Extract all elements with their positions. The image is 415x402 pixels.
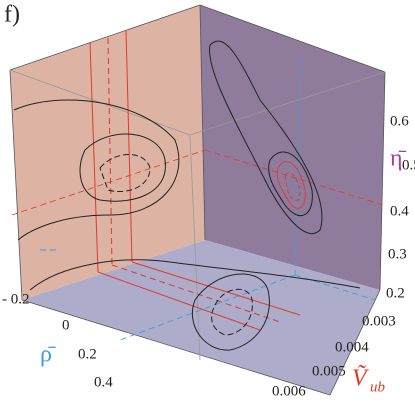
rho-tick: 0.4 xyxy=(94,374,113,390)
rho-label: ρ̄ xyxy=(40,342,56,368)
vub-label: Ṽ xyxy=(352,365,369,392)
rho-tick: - 0.2 xyxy=(2,291,30,307)
vub-tick: 0.005 xyxy=(312,363,346,379)
contours xyxy=(13,40,361,351)
eta-tick: 0.6 xyxy=(390,113,409,129)
rho-tick: 0.2 xyxy=(78,346,97,362)
eta-tick: 0.2 xyxy=(386,285,405,301)
vub-tick: 0.003 xyxy=(362,313,396,329)
vub-tick: 0.004 xyxy=(335,339,369,355)
eta-lines xyxy=(11,149,384,216)
box-frame xyxy=(9,4,386,396)
vub-tick: 0.006 xyxy=(272,383,306,399)
eta-tick: 0.4 xyxy=(390,203,409,219)
vub-lines xyxy=(89,29,301,331)
floor xyxy=(22,240,380,395)
eta-label: η̄ xyxy=(390,146,407,172)
eta-tick: 0.5 xyxy=(402,157,415,173)
vub-subscript: ub xyxy=(370,379,386,395)
rho-tick: 0 xyxy=(62,317,70,333)
back-left-wall xyxy=(10,5,205,300)
back-right-wall xyxy=(200,5,385,290)
eta-tick: 0.3 xyxy=(388,246,407,262)
red-contours xyxy=(276,161,306,209)
panel-label: f) xyxy=(4,2,20,28)
